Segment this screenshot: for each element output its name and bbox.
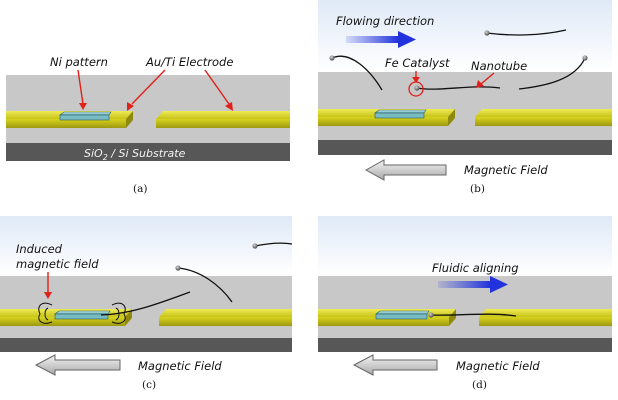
flow-direction-label: Flowing direction [336, 14, 434, 28]
panel-c: Induced magnetic field Magnetic Field (c… [0, 216, 293, 391]
magnetic-field-arrow [34, 354, 121, 376]
ni-pattern [374, 109, 427, 119]
catalyst-particles [175, 243, 258, 271]
ni-pattern [375, 310, 430, 320]
ni-pattern [59, 111, 112, 121]
wafer-surface [6, 75, 290, 143]
nanotube-label: Nanotube [471, 59, 527, 73]
pointer-arrows [44, 272, 52, 299]
fluidic-aligning-label: Fluidic aligning [432, 261, 519, 275]
magnetic-field-arrow [352, 354, 438, 376]
magnetic-field-label: Magnetic Field [456, 359, 540, 373]
caption-b: (b) [470, 183, 485, 195]
electrode-right [479, 309, 612, 326]
induced-field-label-line2: magnetic field [16, 257, 99, 271]
substrate-layer [0, 338, 292, 352]
fluidic-aligning-arrow [438, 276, 508, 293]
wafer-surface [318, 72, 612, 140]
substrate-layer [318, 140, 612, 155]
caption-c: (c) [142, 379, 156, 391]
pointer-arrows [77, 69, 233, 111]
pointer-arrows [412, 71, 495, 88]
catalyst-particles [428, 312, 434, 318]
electrode-right [156, 111, 290, 128]
magnetic-field-label: Magnetic Field [464, 163, 548, 177]
magnetic-field-label: Magnetic Field [138, 359, 222, 373]
catalyst-particles [329, 30, 588, 91]
substrate-layer [6, 143, 290, 161]
fluid-region [0, 216, 292, 276]
electrode-label: Au/Ti Electrode [145, 55, 233, 69]
panel-b: Flowing direction Fe Catalyst Nanotube M… [318, 0, 612, 195]
caption-d: (d) [472, 379, 487, 391]
ni-pattern-label: Ni pattern [50, 55, 108, 69]
nanotubes [430, 313, 517, 317]
fe-catalyst-label: Fe Catalyst [385, 56, 450, 70]
fluid-region [318, 216, 612, 276]
magnetic-field-arrow [364, 159, 447, 181]
panel-d: Fluidic aligning Magnetic Field (d) [318, 216, 612, 391]
caption-a: (a) [133, 183, 147, 195]
electrode-right [159, 309, 292, 326]
nanotubes [100, 242, 293, 316]
electrode-right [475, 109, 612, 126]
induced-field-lines [38, 302, 126, 324]
panel-a: Ni pattern Au/Ti Electrode SiO2 / Si Sub… [6, 55, 290, 195]
flow-direction-arrow [346, 31, 416, 48]
nanotubes [331, 29, 586, 91]
substrate-layer [318, 338, 612, 352]
substrate-label: SiO2 / Si Substrate [84, 147, 186, 162]
induced-field-label-line1: Induced [16, 242, 63, 256]
